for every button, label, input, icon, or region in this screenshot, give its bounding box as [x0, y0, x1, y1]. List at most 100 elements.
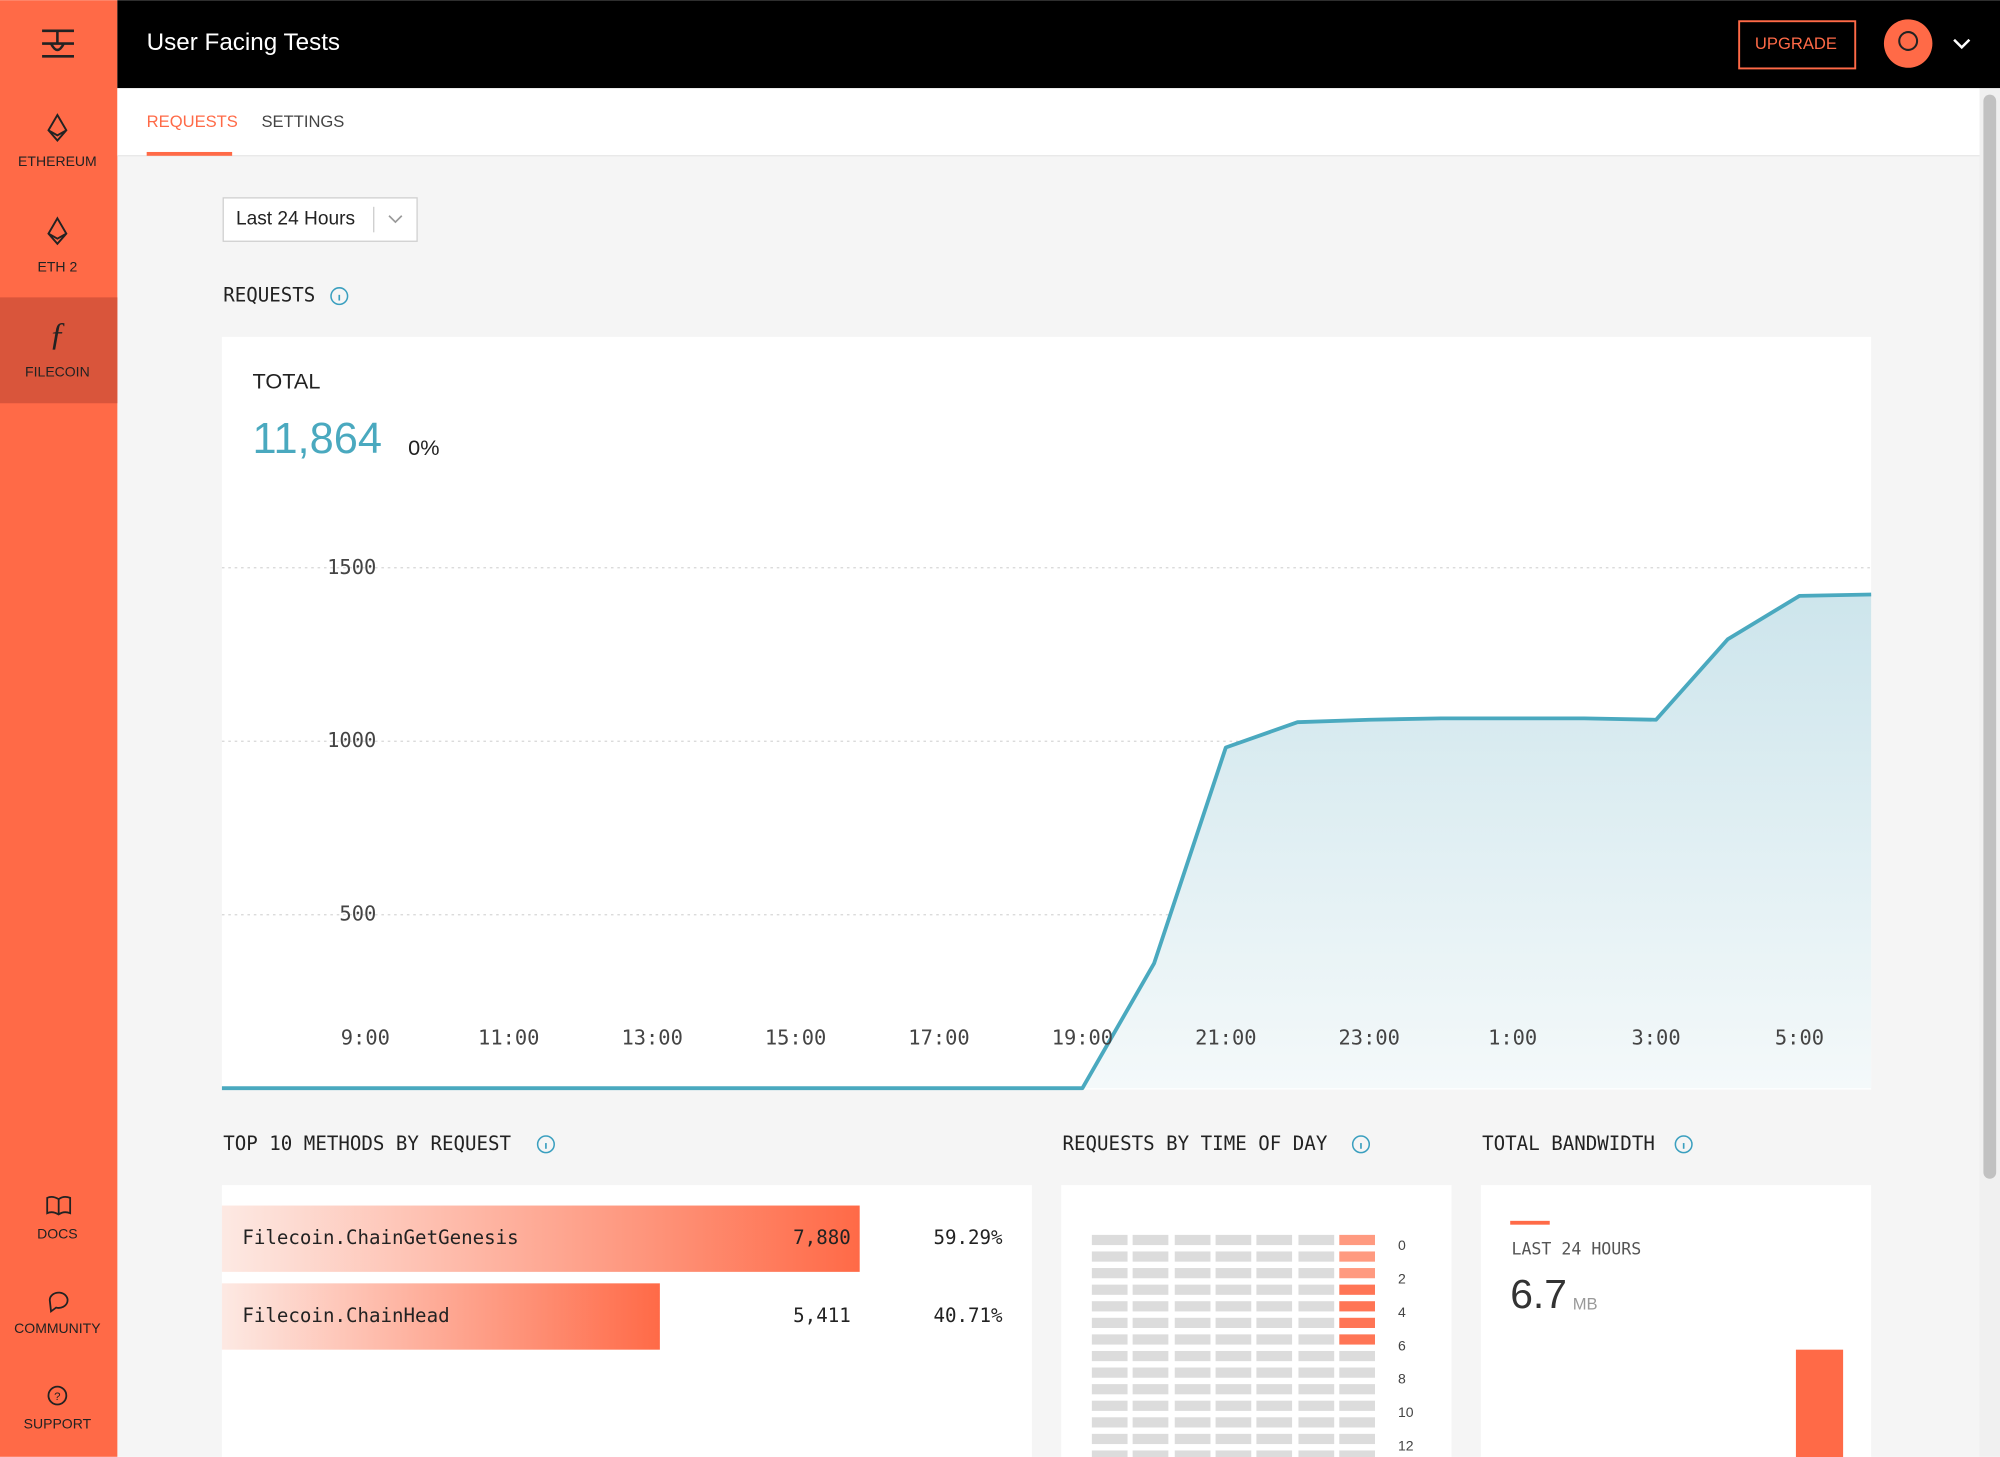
heat-cell — [1174, 1417, 1211, 1428]
sidebar-label[interactable]: SUPPORT — [24, 1416, 92, 1432]
eth2-icon[interactable] — [47, 216, 68, 246]
avatar[interactable] — [1883, 19, 1933, 68]
sidebar-label[interactable]: ETH 2 — [38, 259, 78, 275]
heat-cell — [1132, 1284, 1169, 1295]
heat-cell — [1174, 1367, 1211, 1378]
heat-cell — [1091, 1384, 1128, 1395]
sidebar-label[interactable]: DOCS — [37, 1226, 78, 1242]
bandwidth-period: LAST 24 HOURS — [1511, 1240, 1641, 1259]
heat-cell — [1174, 1251, 1211, 1262]
sidebar-label[interactable]: COMMUNITY — [14, 1320, 101, 1336]
heat-cell — [1256, 1268, 1293, 1279]
heat-cell — [1215, 1400, 1252, 1411]
method-name: Filecoin.ChainHead — [242, 1304, 449, 1327]
ethereum-icon[interactable] — [47, 113, 68, 142]
range-dropdown[interactable] — [222, 197, 418, 242]
logo[interactable] — [42, 29, 74, 58]
bandwidth-unit: MB — [1573, 1294, 1598, 1313]
heat-cell — [1215, 1284, 1252, 1295]
top-bar — [117, 0, 2000, 89]
method-value: 7,880 — [793, 1226, 851, 1249]
heat-cell — [1132, 1384, 1169, 1395]
heat-cell — [1256, 1301, 1293, 1312]
upgrade-label[interactable]: UPGRADE — [1755, 34, 1837, 53]
heat-cell — [1132, 1450, 1169, 1457]
method-name: Filecoin.ChainGetGenesis — [242, 1226, 518, 1249]
heat-cell — [1091, 1317, 1128, 1328]
tab[interactable]: SETTINGS — [261, 112, 344, 131]
heat-cell — [1132, 1334, 1169, 1345]
x-tick-label: 15:00 — [765, 1025, 826, 1049]
section-heading: REQUESTS — [223, 284, 315, 307]
sidebar-label[interactable]: ETHEREUM — [18, 153, 97, 169]
heat-cell — [1215, 1301, 1252, 1312]
active-tab-underline — [146, 151, 233, 156]
heat-cell — [1256, 1433, 1293, 1445]
heat-cell — [1298, 1400, 1335, 1411]
heat-cell — [1256, 1384, 1293, 1395]
heat-cell — [1132, 1268, 1169, 1279]
x-tick-label: 3:00 — [1632, 1025, 1681, 1049]
row-label: 2 — [1398, 1270, 1406, 1286]
heat-cell — [1298, 1367, 1335, 1378]
heat-cell — [1298, 1417, 1335, 1428]
heat-cell — [1091, 1301, 1128, 1312]
line — [221, 592, 1872, 1091]
heat-cell — [1298, 1317, 1335, 1328]
heat-cell — [1174, 1450, 1211, 1457]
heat-cell — [1256, 1317, 1293, 1328]
heat-cell — [1091, 1234, 1128, 1246]
heat-cell — [1132, 1367, 1169, 1378]
info-icon[interactable] — [1351, 1135, 1371, 1154]
scrollbar-thumb[interactable] — [1983, 94, 1997, 1179]
info-icon[interactable] — [1674, 1135, 1693, 1154]
sidebar-active — [0, 297, 118, 404]
account-menu[interactable] — [1953, 38, 1971, 50]
row-label: 10 — [1398, 1404, 1414, 1420]
row-label: 12 — [1398, 1438, 1414, 1454]
heat-cell — [1298, 1268, 1335, 1279]
row-label: 4 — [1398, 1304, 1406, 1320]
heat-cell — [1215, 1384, 1252, 1395]
range-select-label[interactable]: Last 24 Hours — [236, 209, 355, 230]
heat-cell — [1298, 1301, 1335, 1312]
total-change: 0% — [408, 435, 439, 460]
heat-cell — [1298, 1350, 1335, 1362]
heat-cell — [1174, 1234, 1211, 1246]
heat-cell — [1215, 1317, 1252, 1328]
heat-cell — [1091, 1367, 1128, 1378]
filecoin-icon[interactable]: ƒ — [49, 316, 66, 353]
heat-cell — [1132, 1317, 1169, 1328]
method-bar — [221, 1283, 660, 1350]
heat-cell — [1339, 1268, 1375, 1279]
tab[interactable]: REQUESTS — [147, 112, 238, 131]
heat-cell — [1132, 1350, 1169, 1362]
heat-cell — [1215, 1334, 1252, 1345]
heat-cell — [1091, 1417, 1128, 1428]
info-icon[interactable] — [330, 287, 349, 306]
avatar-icon — [1898, 31, 1919, 51]
upgrade-button[interactable] — [1738, 20, 1857, 70]
support-icon[interactable] — [47, 1385, 68, 1406]
total-value: 11,864 — [253, 415, 382, 463]
heat-cell — [1256, 1350, 1293, 1362]
heat-cell — [1091, 1268, 1128, 1279]
heat-cell — [1132, 1251, 1169, 1262]
heat-cell — [1339, 1234, 1375, 1246]
heat-cell — [1256, 1400, 1293, 1411]
heat-cell — [1298, 1384, 1335, 1395]
heat-cell — [1174, 1384, 1211, 1395]
heat-cell — [1256, 1234, 1293, 1246]
docs-icon[interactable] — [46, 1195, 72, 1216]
heat-cell — [1215, 1268, 1252, 1279]
heat-cell — [1174, 1268, 1211, 1279]
heat-cell — [1091, 1450, 1128, 1457]
info-icon[interactable] — [536, 1135, 555, 1154]
method-bar — [221, 1205, 860, 1272]
y-tick-label: 1500 — [327, 555, 376, 579]
sidebar-label[interactable]: FILECOIN — [25, 363, 90, 379]
chart-label: TOTAL — [253, 369, 321, 394]
section-heading: TOTAL BANDWIDTH — [1482, 1132, 1655, 1155]
community-icon[interactable] — [48, 1291, 69, 1314]
